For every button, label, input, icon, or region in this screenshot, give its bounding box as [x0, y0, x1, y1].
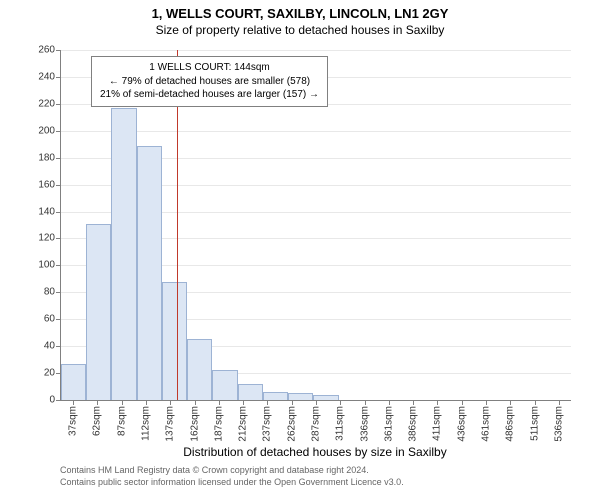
ytick-label: 100 — [38, 260, 55, 271]
ytick-label: 180 — [38, 152, 55, 163]
ytick-label: 0 — [49, 395, 55, 406]
bar — [137, 146, 162, 400]
xtick-mark — [462, 400, 463, 405]
xtick-label: 187sqm — [213, 406, 224, 442]
xtick-label: 436sqm — [456, 406, 467, 442]
bar — [86, 224, 111, 400]
xtick-mark — [389, 400, 390, 405]
xtick-label: 237sqm — [262, 406, 273, 442]
xtick-label: 511sqm — [529, 406, 540, 441]
title-main: 1, WELLS COURT, SAXILBY, LINCOLN, LN1 2G… — [0, 0, 600, 21]
xtick-label: 411sqm — [432, 406, 443, 441]
xtick-mark — [340, 400, 341, 405]
footer-line2: Contains public sector information licen… — [60, 477, 570, 489]
xtick-mark — [413, 400, 414, 405]
footer-line1: Contains HM Land Registry data © Crown c… — [60, 465, 570, 477]
x-axis-label: Distribution of detached houses by size … — [60, 445, 570, 459]
bar — [313, 395, 338, 400]
ytick-label: 60 — [44, 314, 55, 325]
xtick-mark — [73, 400, 74, 405]
xtick-label: 112sqm — [141, 406, 152, 441]
ytick-mark — [56, 400, 61, 401]
ytick-label: 260 — [38, 45, 55, 56]
bar — [187, 339, 212, 400]
bar — [263, 392, 288, 400]
xtick-mark — [316, 400, 317, 405]
annotation-line3: 21% of semi-detached houses are larger (… — [100, 88, 319, 102]
xtick-mark — [510, 400, 511, 405]
xtick-label: 361sqm — [383, 406, 394, 442]
xtick-mark — [195, 400, 196, 405]
bar — [61, 364, 86, 400]
xtick-label: 87sqm — [116, 406, 127, 436]
xtick-mark — [146, 400, 147, 405]
bar — [212, 370, 237, 400]
ytick-label: 80 — [44, 287, 55, 298]
xtick-label: 311sqm — [335, 406, 346, 441]
ytick-label: 120 — [38, 233, 55, 244]
xtick-mark — [292, 400, 293, 405]
xtick-mark — [559, 400, 560, 405]
xtick-label: 461sqm — [481, 406, 492, 442]
xtick-label: 62sqm — [92, 406, 103, 436]
xtick-mark — [486, 400, 487, 405]
xtick-mark — [97, 400, 98, 405]
ytick-label: 20 — [44, 368, 55, 379]
xtick-label: 262sqm — [286, 406, 297, 442]
xtick-label: 37sqm — [68, 406, 79, 436]
ytick-label: 240 — [38, 71, 55, 82]
annotation-line2: ← 79% of detached houses are smaller (57… — [100, 75, 319, 89]
bar — [162, 282, 187, 400]
plot-area: 1 WELLS COURT: 144sqm ← 79% of detached … — [60, 50, 571, 401]
ytick-label: 40 — [44, 341, 55, 352]
xtick-label: 336sqm — [359, 406, 370, 442]
ytick-label: 160 — [38, 179, 55, 190]
ytick-label: 140 — [38, 206, 55, 217]
xtick-mark — [219, 400, 220, 405]
bar — [238, 384, 263, 400]
ytick-label: 220 — [38, 98, 55, 109]
xtick-mark — [267, 400, 268, 405]
xtick-mark — [437, 400, 438, 405]
xtick-label: 486sqm — [505, 406, 516, 442]
chart-container: 1, WELLS COURT, SAXILBY, LINCOLN, LN1 2G… — [0, 0, 600, 500]
xtick-label: 212sqm — [238, 406, 249, 442]
xtick-label: 386sqm — [408, 406, 419, 442]
annotation-line1: 1 WELLS COURT: 144sqm — [100, 61, 319, 75]
xtick-mark — [365, 400, 366, 405]
xtick-mark — [122, 400, 123, 405]
xtick-label: 162sqm — [189, 406, 200, 442]
bar — [288, 393, 313, 400]
xtick-mark — [243, 400, 244, 405]
bar — [111, 108, 136, 400]
xtick-mark — [535, 400, 536, 405]
ytick-label: 200 — [38, 125, 55, 136]
xtick-label: 137sqm — [165, 406, 176, 442]
xtick-label: 536sqm — [553, 406, 564, 442]
annotation-box: 1 WELLS COURT: 144sqm ← 79% of detached … — [91, 56, 328, 107]
footer-attribution: Contains HM Land Registry data © Crown c… — [60, 465, 570, 488]
xtick-mark — [170, 400, 171, 405]
title-sub: Size of property relative to detached ho… — [0, 21, 600, 37]
xtick-label: 287sqm — [311, 406, 322, 442]
